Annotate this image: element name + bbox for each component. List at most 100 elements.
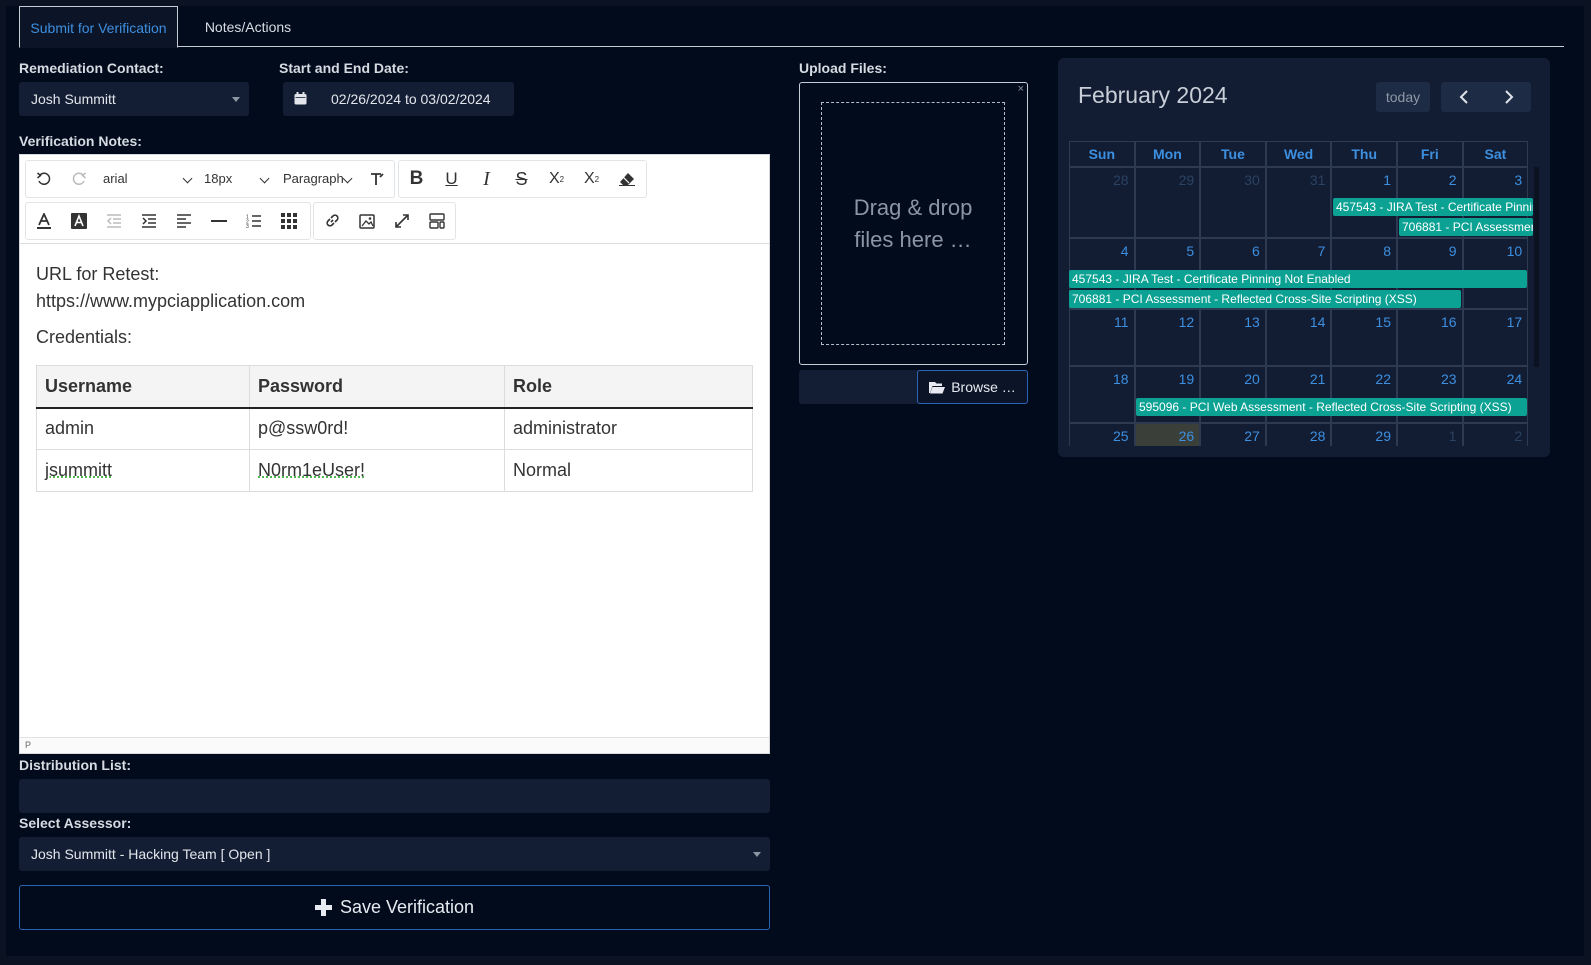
- day-cell[interactable]: 19: [1134, 366, 1201, 423]
- day-number: 18: [1113, 371, 1129, 387]
- day-cell[interactable]: 2: [1462, 423, 1529, 446]
- upload-files-label: Upload Files:: [799, 60, 887, 76]
- highlight-color-icon[interactable]: [61, 203, 96, 239]
- day-cell[interactable]: 11: [1069, 309, 1135, 366]
- undo-icon[interactable]: [26, 161, 61, 197]
- font-size-value: 18px: [204, 171, 233, 186]
- font-family-select[interactable]: arial: [103, 161, 193, 197]
- remediation-contact-select[interactable]: Josh Summitt: [19, 82, 249, 116]
- indent-icon[interactable]: [131, 203, 166, 239]
- day-number: 22: [1375, 371, 1391, 387]
- tab-submit-for-verification[interactable]: Submit for Verification: [19, 6, 178, 48]
- date-range-input[interactable]: 02/26/2024 to 03/02/2024: [283, 82, 514, 116]
- horizontal-rule-icon[interactable]: [201, 203, 236, 239]
- eraser-icon[interactable]: [609, 161, 644, 197]
- calendar-scrollbar[interactable]: [1534, 167, 1539, 367]
- assessor-select[interactable]: Josh Summitt - Hacking Team [ Open ]: [19, 837, 770, 871]
- underline-icon[interactable]: U: [445, 169, 458, 188]
- close-icon[interactable]: ×: [1017, 83, 1024, 95]
- image-icon[interactable]: [349, 203, 384, 239]
- chevron-down-icon: [182, 173, 193, 184]
- day-cell[interactable]: 1: [1397, 423, 1463, 446]
- table-cell: Normal: [504, 449, 753, 492]
- calendar-event[interactable]: 457543 - JIRA Test - Certificate Pinning…: [1069, 270, 1527, 288]
- folder-open-icon: [929, 381, 946, 393]
- weekday-header: Sat: [1462, 141, 1529, 167]
- day-number: 16: [1441, 314, 1457, 330]
- day-cell[interactable]: 27: [1200, 423, 1266, 446]
- text-format-icon[interactable]: [359, 161, 394, 197]
- show-blocks-icon[interactable]: [419, 203, 454, 239]
- file-caption-input: Browse …: [799, 370, 1028, 404]
- day-number: 29: [1178, 172, 1195, 188]
- chevron-down-icon: [342, 173, 353, 184]
- day-cell-today[interactable]: 26: [1134, 423, 1201, 446]
- font-size-select[interactable]: 18px: [204, 161, 270, 197]
- column-header-role: Role: [504, 365, 753, 409]
- table-icon[interactable]: [271, 203, 306, 239]
- font-color-icon[interactable]: [26, 203, 61, 239]
- distribution-list-input[interactable]: [19, 779, 770, 813]
- calendar-icon: [294, 92, 307, 105]
- day-cell[interactable]: 14: [1265, 309, 1332, 366]
- day-number: 28: [1309, 428, 1326, 444]
- day-cell[interactable]: 13: [1200, 309, 1266, 366]
- day-number: 26: [1178, 428, 1195, 444]
- calendar-event[interactable]: 457543 - JIRA Test - Certificate Pinning…: [1333, 198, 1533, 216]
- caret-down-icon: [232, 97, 240, 102]
- today-button[interactable]: today: [1376, 82, 1430, 112]
- day-cell[interactable]: 22: [1331, 366, 1397, 423]
- day-cell[interactable]: 30: [1200, 167, 1266, 238]
- day-cell[interactable]: 29: [1134, 167, 1201, 238]
- file-upload-area: × Drag & drop files here …: [799, 82, 1028, 365]
- prev-month-button[interactable]: [1441, 82, 1486, 112]
- redo-icon[interactable]: [61, 161, 96, 197]
- italic-icon[interactable]: I: [483, 167, 490, 190]
- day-cell[interactable]: 25: [1069, 423, 1135, 446]
- weekday-header: Tue: [1200, 141, 1266, 167]
- tab-notes-actions[interactable]: Notes/Actions: [204, 19, 292, 35]
- bold-icon[interactable]: B: [409, 168, 424, 189]
- editor-status-path: P: [20, 737, 769, 753]
- day-cell[interactable]: 12: [1134, 309, 1201, 366]
- day-cell[interactable]: 23: [1397, 366, 1463, 423]
- day-cell[interactable]: 17: [1462, 309, 1529, 366]
- editor-content[interactable]: URL for Retest: https://www.mypciapplica…: [20, 245, 769, 737]
- calendar-title: February 2024: [1078, 82, 1228, 108]
- date-range-value: 02/26/2024 to 03/02/2024: [331, 91, 491, 107]
- calendar-event[interactable]: 706881 - PCI Assessment - Reflected Cros…: [1069, 290, 1461, 308]
- day-cell[interactable]: 31: [1265, 167, 1332, 238]
- outdent-icon[interactable]: [96, 203, 131, 239]
- save-verification-button[interactable]: Save Verification: [19, 885, 770, 930]
- day-cell[interactable]: 18: [1069, 366, 1135, 423]
- day-cell[interactable]: 29: [1331, 423, 1397, 446]
- calendar-event[interactable]: 706881 - PCI Assessment - Reflected Cros…: [1399, 218, 1533, 236]
- day-cell[interactable]: 28: [1265, 423, 1332, 446]
- drop-zone[interactable]: Drag & drop files here …: [821, 102, 1005, 345]
- day-number: 8: [1383, 243, 1391, 259]
- table-cell: jsummitt: [36, 449, 250, 492]
- day-cell[interactable]: 24: [1462, 366, 1529, 423]
- block-format-select[interactable]: Paragraph: [283, 161, 353, 197]
- remediation-contact-value: Josh Summitt: [31, 91, 116, 107]
- next-month-button[interactable]: [1486, 82, 1531, 112]
- day-cell[interactable]: 21: [1265, 366, 1332, 423]
- day-cell[interactable]: 16: [1397, 309, 1463, 366]
- strikethrough-icon[interactable]: S: [515, 168, 528, 189]
- calendar-event[interactable]: 595096 - PCI Web Assessment - Reflected …: [1136, 398, 1527, 416]
- fullscreen-icon[interactable]: [384, 203, 419, 239]
- day-cell[interactable]: 28: [1069, 167, 1135, 238]
- credentials-table: Username Password Role admin p@ssw0rd! a…: [36, 365, 753, 492]
- day-cell[interactable]: 20: [1200, 366, 1266, 423]
- day-cell[interactable]: 15: [1331, 309, 1397, 366]
- link-icon[interactable]: [314, 203, 349, 239]
- browse-button[interactable]: Browse …: [917, 370, 1028, 404]
- table-cell-text: N0rm1eUser!: [258, 460, 366, 480]
- align-left-icon[interactable]: [166, 203, 201, 239]
- day-number: 2: [1448, 172, 1457, 188]
- table-cell: p@ssw0rd!: [249, 407, 505, 450]
